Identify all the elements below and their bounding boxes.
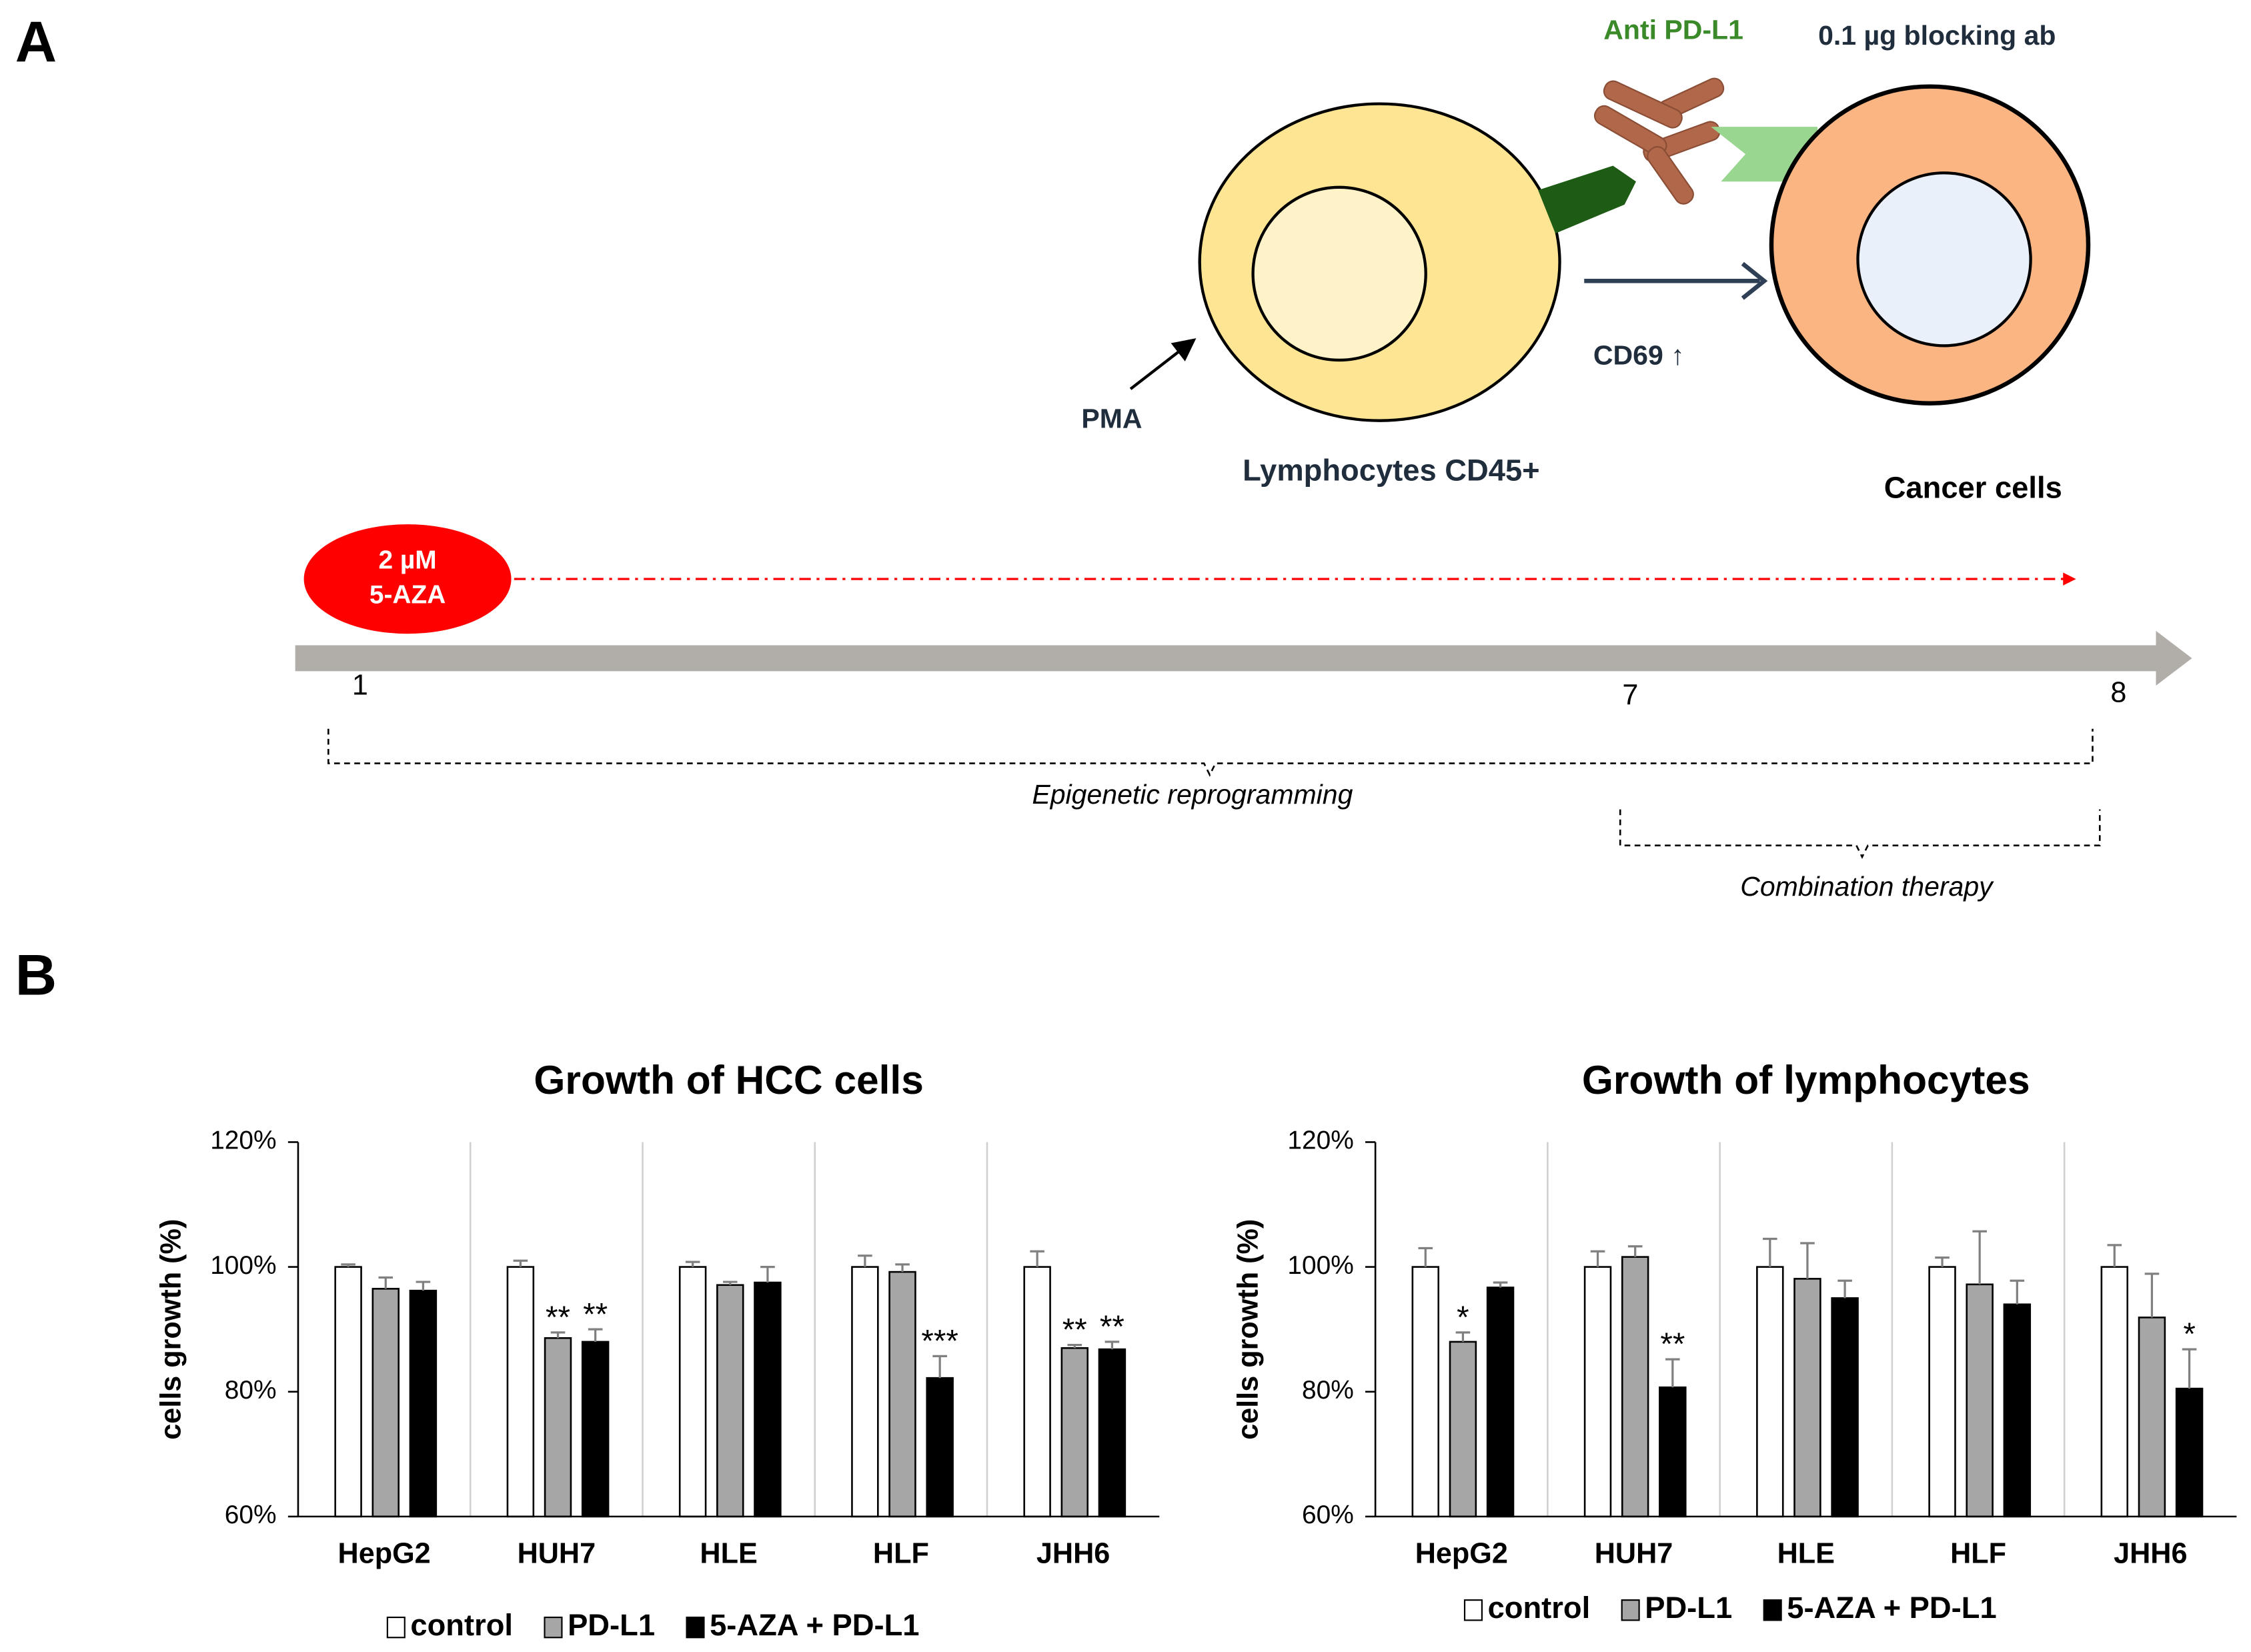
y-tick-label: 60% [1302, 1501, 1354, 1529]
x-tick-label: JHH6 [2114, 1538, 2187, 1570]
bar [678, 1266, 707, 1518]
significance-label: ** [1660, 1327, 1685, 1362]
bar [1659, 1386, 1687, 1518]
label: 2 µM [378, 546, 436, 575]
label: Lymphocytes CD45+ [1243, 453, 1539, 487]
significance-label: * [1457, 1300, 1469, 1335]
bar [1966, 1283, 1994, 1518]
label: CD69 ↑ [1593, 339, 1685, 370]
label: Epigenetic reprogramming [1032, 779, 1353, 810]
y-tick-label: 100% [1287, 1251, 1353, 1280]
bar [334, 1266, 362, 1518]
legend-swatch [1763, 1599, 1782, 1621]
y-axis-label: cells growth (%) [1233, 1219, 1265, 1440]
y-tick-label: 120% [1287, 1126, 1353, 1155]
y-tick-label: 120% [210, 1126, 276, 1155]
legend-label: control [410, 1608, 513, 1642]
x-tick-label: HLF [873, 1538, 929, 1570]
legend-label: PD-L1 [568, 1608, 655, 1642]
legend-swatch [686, 1616, 705, 1639]
label: PMA [1081, 403, 1142, 434]
legend-label: 5-AZA + PD-L1 [1787, 1591, 1996, 1625]
bar [716, 1284, 744, 1518]
chart-title: Growth of HCC cells [534, 1057, 923, 1102]
bar [1621, 1256, 1649, 1518]
y-tick-label: 80% [1302, 1376, 1354, 1405]
legend-label: control [1488, 1591, 1591, 1625]
y-tick-label: 60% [225, 1501, 277, 1529]
bar [581, 1341, 610, 1518]
timeline-arrow [295, 630, 2192, 686]
bar [506, 1266, 535, 1518]
legend-swatch [1463, 1599, 1483, 1621]
bar [888, 1271, 916, 1518]
chart-title: Growth of lymphocytes [1582, 1057, 2030, 1102]
legend-label: PD-L1 [1645, 1591, 1732, 1625]
x-tick-label: HLE [700, 1538, 757, 1570]
significance-label: * [2183, 1317, 2196, 1352]
bar [544, 1337, 572, 1518]
bar [2175, 1387, 2204, 1518]
lymphocyte-nucleus [1251, 185, 1427, 362]
label: Combination therapy [1740, 871, 1994, 902]
label: Cancer cells [1884, 470, 2062, 504]
day-label: 7 [1622, 680, 1638, 712]
x-tick-label: HLE [1777, 1538, 1835, 1570]
label: 5-AZA [369, 580, 446, 609]
bar [2100, 1266, 2129, 1518]
bar [1486, 1287, 1515, 1518]
bar [1583, 1266, 1612, 1518]
legend-label: 5-AZA + PD-L1 [710, 1608, 919, 1642]
bar [1756, 1266, 1784, 1518]
bar [409, 1289, 438, 1518]
day-label: 1 [352, 670, 368, 702]
legend-swatch [544, 1616, 563, 1639]
bar [1023, 1266, 1051, 1518]
significance-label: *** [921, 1324, 958, 1359]
cancer-nucleus [1856, 171, 2032, 347]
bar [2003, 1303, 2032, 1518]
y-axis-label: cells growth (%) [155, 1219, 187, 1440]
panel-label: A [15, 10, 57, 74]
bar [1411, 1266, 1440, 1518]
significance-label: ** [1100, 1309, 1124, 1345]
bracket [1619, 809, 2101, 859]
bar [1449, 1341, 1477, 1518]
day-label: 8 [2110, 676, 2126, 708]
antibody [1593, 77, 1725, 205]
bar [1098, 1348, 1127, 1518]
bar [926, 1377, 954, 1518]
arrow-head [1741, 261, 1768, 300]
drug-marker [303, 524, 512, 634]
bracket [327, 728, 2094, 777]
significance-label: ** [1062, 1313, 1087, 1348]
significance-label: ** [546, 1300, 570, 1335]
significance-label: ** [583, 1297, 608, 1332]
bar [1060, 1347, 1089, 1518]
legend-swatch [1621, 1599, 1640, 1621]
y-tick-label: 100% [210, 1251, 276, 1280]
bar [851, 1266, 879, 1518]
x-tick-label: HUH7 [518, 1538, 596, 1570]
y-tick-label: 80% [225, 1376, 277, 1405]
bar [1831, 1297, 1859, 1518]
x-tick-label: JHH6 [1036, 1538, 1110, 1570]
x-tick-label: HepG2 [1415, 1538, 1508, 1570]
legend-swatch [386, 1616, 406, 1639]
panel-label: B [15, 943, 57, 1007]
receptor [1538, 165, 1636, 233]
x-tick-label: HepG2 [338, 1538, 431, 1570]
arrow [1129, 338, 1197, 390]
label: Anti PD-L1 [1603, 14, 1743, 45]
label: 0.1 µg blocking ab [1818, 20, 2056, 51]
bar [2138, 1317, 2166, 1518]
bar [371, 1288, 400, 1518]
bar [1793, 1278, 1821, 1518]
x-tick-label: HUH7 [1595, 1538, 1673, 1570]
bar [754, 1281, 782, 1518]
x-tick-label: HLF [1950, 1538, 2006, 1570]
bar [1928, 1266, 1956, 1518]
